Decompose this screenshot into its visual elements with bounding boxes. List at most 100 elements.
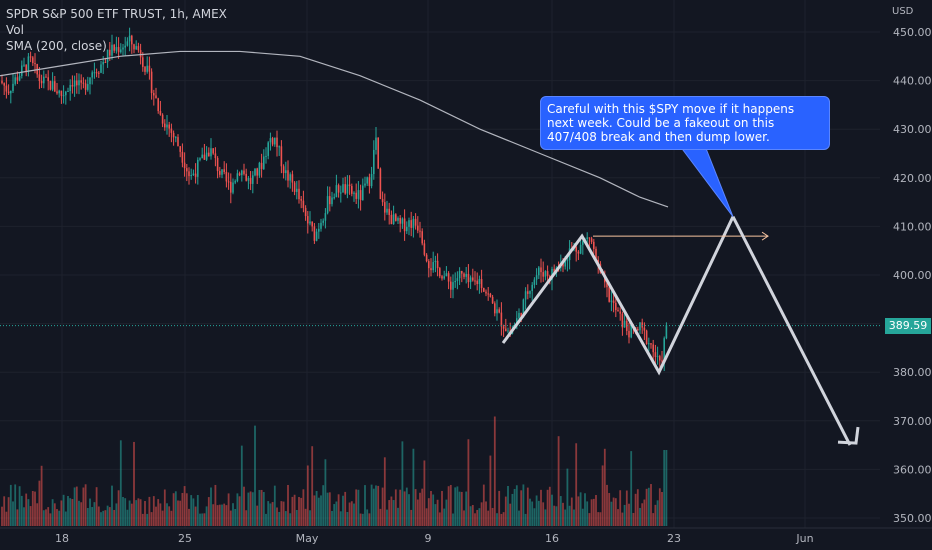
symbol-title[interactable]: SPDR S&P 500 ETF TRUST, 1h, AMEX [6,7,227,21]
volume-bar [324,459,327,526]
volume-bar [650,484,652,526]
candle-body [175,137,177,139]
candle-body [223,169,225,173]
candle-body [390,214,393,225]
volume-bar [216,505,219,526]
volume-bar [511,493,514,526]
candle-body [164,123,166,128]
volume-bar [551,494,553,526]
volume-bar [522,484,525,526]
candle-body [179,146,181,152]
candle-body [518,312,520,319]
candle-body [496,309,498,314]
candle-body [252,175,254,184]
volume-bar [504,496,507,526]
volume-bar [456,486,459,526]
candle-body [577,251,580,254]
candle-body [318,228,320,232]
candle-body [280,146,283,167]
candle-body [315,231,318,241]
time-axis[interactable]: 18 25 May 9 16 23 Jun [0,527,932,545]
volume-bar [544,509,547,526]
candle-body [203,154,206,160]
candle-body [507,330,509,332]
price-tick-label: 410.00 [893,220,932,233]
volume-bar [29,506,32,526]
candle-body [401,218,404,224]
candle-body [155,95,157,99]
volume-bar [53,503,56,526]
volume-bar [328,492,331,526]
projection-arrow-line [731,215,852,446]
volume-bar [177,500,179,526]
volume-bar [157,499,160,526]
candle-body [298,188,300,200]
candle-body [333,197,335,199]
volume-bar [423,460,426,526]
candle-body [214,153,217,158]
volume-bar [383,457,386,526]
candle-body [344,184,346,194]
candle-body [80,80,82,83]
volume-bar [97,506,100,526]
candle-body [120,49,122,53]
candle-body [219,171,221,175]
candle-body [166,124,168,128]
drawn-pattern-line [501,216,735,376]
candle-body [423,243,426,255]
volume-bar [179,500,182,526]
volume-bar [170,510,173,526]
volume-bar [287,484,289,526]
volume-bar [460,491,463,526]
candle-body [258,162,261,176]
volume-bar [267,501,270,526]
annotation-callout[interactable]: Careful with this $SPY move if it happen… [540,96,830,150]
candle-body [645,330,648,345]
candle-body [474,280,476,282]
volume-bar [89,498,91,526]
volume-bar [163,489,166,526]
candle-body [304,207,307,217]
volume-bar [548,486,551,526]
volume-bar [214,484,217,526]
candle-body [329,196,331,205]
candle-body [566,260,569,262]
price-axis[interactable]: 350.00360.00370.00380.00390.00400.00410.… [893,26,932,525]
volume-bar [291,496,294,526]
volume-bar [322,485,325,526]
volume-bar [364,485,366,526]
volume-bar [137,498,140,526]
volume-bar [447,486,450,526]
volume-bar [317,497,320,526]
volume-bar [278,511,281,526]
candle-body [359,190,362,200]
candle-body [406,226,408,232]
volume-bar [359,513,362,526]
sma-indicator-label[interactable]: SMA (200, close) [6,39,107,53]
volume-bar [251,492,254,526]
candle-body [476,280,478,285]
price-tick-label: 420.00 [893,172,932,185]
volume-bar [432,494,435,526]
volume-bar [595,495,597,526]
candle-body [502,326,505,329]
candle-body [421,231,423,244]
candle-body [648,343,650,345]
volume-bar [190,495,193,526]
volume-bar [23,507,25,526]
volume-bar [71,499,74,526]
volume-bar [480,502,483,526]
volume-bar [34,491,36,526]
volume-bar [254,425,256,526]
volume-bar [128,500,131,526]
candle-body [419,230,421,232]
candle-body [458,270,461,279]
volume-bar [588,513,591,526]
candle-body [267,142,269,156]
volume-bar [111,485,113,526]
volume-indicator-label[interactable]: Vol [6,23,24,37]
candle-body [322,220,324,223]
candle-body [615,302,617,311]
volume-bar [454,487,457,526]
